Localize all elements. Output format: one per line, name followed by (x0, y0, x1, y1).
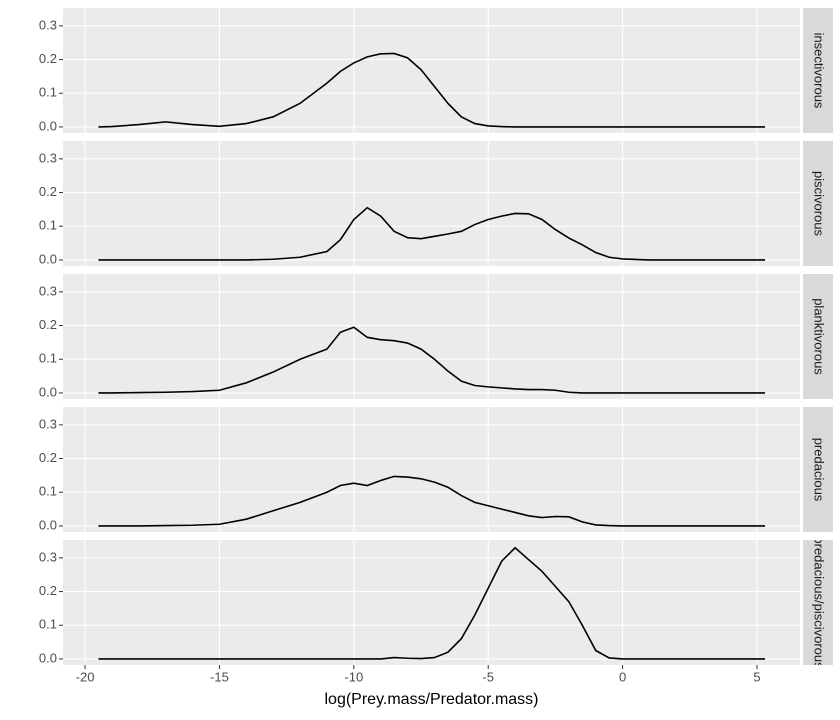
y-tick-label: 0.3 (39, 549, 57, 564)
strip-background (803, 540, 833, 665)
x-axis-title: log(Prey.mass/Predator.mass) (325, 691, 539, 708)
panel-background (63, 407, 800, 532)
x-tick-label: -20 (76, 669, 95, 684)
y-tick-label: 0.2 (39, 450, 57, 465)
strip-label: predacious (812, 438, 827, 502)
panel-background (63, 8, 800, 133)
strip-label: predacious/piscivorous (812, 536, 827, 669)
density-line (98, 52, 766, 128)
density-line (98, 326, 766, 394)
y-tick-label: 0.3 (39, 416, 57, 431)
x-tick-label: 0 (619, 669, 626, 684)
panel-background (63, 141, 800, 266)
strip-background (803, 8, 833, 133)
strip-label: piscivorous (812, 171, 827, 237)
y-tick-label: 0.0 (39, 118, 57, 133)
y-tick-label: 0.2 (39, 583, 57, 598)
y-tick-label: 0.2 (39, 317, 57, 332)
y-tick-label: 0.2 (39, 51, 57, 66)
x-tick-label: -10 (344, 669, 363, 684)
strip-background (803, 141, 833, 266)
strip-background (803, 407, 833, 532)
y-tick-label: 0.0 (39, 384, 57, 399)
y-tick-label: 0.1 (39, 218, 57, 233)
panel-background (63, 274, 800, 399)
density-line (98, 206, 766, 261)
y-tick-label: 0.1 (39, 617, 57, 632)
strip-label: planktivorous (812, 298, 827, 375)
density-line (98, 546, 766, 660)
strip-label: insectivorous (812, 33, 827, 109)
y-tick-label: 0.1 (39, 351, 57, 366)
x-tick-label: 5 (753, 669, 760, 684)
density-line (98, 475, 766, 527)
y-tick-label: 0.1 (39, 85, 57, 100)
y-tick-label: 0.3 (39, 283, 57, 298)
x-tick-label: -15 (210, 669, 229, 684)
x-tick-label: -5 (482, 669, 494, 684)
strip-background (803, 274, 833, 399)
y-tick-label: 0.1 (39, 484, 57, 499)
y-tick-label: 0.0 (39, 251, 57, 266)
y-tick-label: 0.0 (39, 517, 57, 532)
y-tick-label: 0.0 (39, 650, 57, 665)
y-tick-label: 0.2 (39, 184, 57, 199)
panel-background (63, 540, 800, 665)
y-tick-label: 0.3 (39, 17, 57, 32)
y-tick-label: 0.3 (39, 150, 57, 165)
